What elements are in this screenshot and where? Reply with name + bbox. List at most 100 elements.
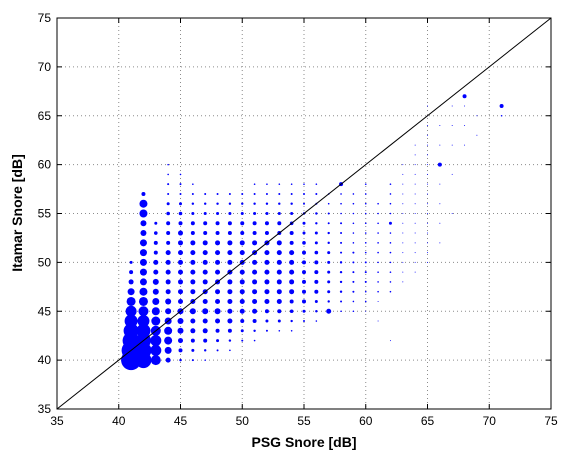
data-point xyxy=(327,270,331,274)
data-point xyxy=(265,192,268,195)
data-point xyxy=(264,259,270,265)
data-point xyxy=(139,199,148,208)
y-tick-label: 70 xyxy=(38,60,52,74)
data-point xyxy=(276,240,282,246)
data-point xyxy=(289,250,295,256)
data-point xyxy=(264,231,269,236)
data-point xyxy=(215,318,221,324)
data-point xyxy=(402,193,404,195)
data-point xyxy=(327,222,330,225)
data-point xyxy=(227,298,233,304)
data-point xyxy=(402,173,404,175)
data-point xyxy=(340,251,343,254)
data-point xyxy=(138,296,148,306)
data-point xyxy=(215,298,221,304)
data-point xyxy=(464,125,466,127)
data-point xyxy=(128,279,134,285)
data-point xyxy=(352,202,355,205)
data-point xyxy=(352,300,355,303)
data-point xyxy=(289,269,295,275)
data-point xyxy=(315,310,318,313)
data-point xyxy=(377,222,379,225)
data-point xyxy=(179,192,182,195)
data-point xyxy=(364,202,367,205)
data-point xyxy=(253,339,256,342)
data-point xyxy=(202,318,208,324)
data-point xyxy=(264,250,270,256)
data-point xyxy=(178,221,183,226)
data-point xyxy=(154,231,158,235)
data-point xyxy=(152,288,159,295)
data-point xyxy=(289,240,294,245)
data-point xyxy=(265,319,269,323)
data-point xyxy=(178,259,183,265)
data-point xyxy=(377,290,379,293)
data-point xyxy=(500,114,503,117)
data-point xyxy=(167,173,169,176)
data-point xyxy=(377,242,379,244)
data-point xyxy=(152,297,160,305)
data-point xyxy=(389,242,392,244)
data-point xyxy=(451,125,453,127)
data-point xyxy=(427,125,428,127)
data-point xyxy=(302,250,306,255)
data-point xyxy=(364,251,367,254)
data-point xyxy=(414,213,416,214)
data-point xyxy=(252,279,258,285)
data-point xyxy=(153,250,158,255)
data-point xyxy=(377,212,379,215)
data-point xyxy=(179,202,182,206)
data-point xyxy=(138,306,149,317)
data-point xyxy=(352,261,355,264)
data-point xyxy=(178,211,183,216)
data-point xyxy=(228,212,232,215)
data-point xyxy=(190,318,196,324)
data-point xyxy=(214,308,221,315)
data-point xyxy=(402,271,404,273)
data-point xyxy=(327,212,330,215)
data-point xyxy=(402,222,404,224)
data-point xyxy=(427,173,428,175)
data-point xyxy=(227,318,233,324)
data-point xyxy=(190,250,196,256)
data-point xyxy=(202,308,209,315)
data-point xyxy=(339,270,343,274)
data-point xyxy=(124,314,138,328)
data-point xyxy=(427,183,428,185)
data-point xyxy=(364,300,367,303)
data-point xyxy=(166,202,170,206)
data-point xyxy=(165,308,172,315)
data-point xyxy=(314,299,318,303)
data-point xyxy=(140,230,147,237)
data-point xyxy=(427,252,428,254)
data-point xyxy=(228,339,232,342)
data-point xyxy=(216,339,220,343)
data-point xyxy=(240,329,244,333)
data-point xyxy=(215,259,221,265)
data-point xyxy=(125,305,137,317)
x-tick-label: 65 xyxy=(421,414,435,428)
data-point xyxy=(139,209,148,218)
data-point xyxy=(326,308,332,314)
data-point xyxy=(123,323,139,339)
data-point xyxy=(402,203,404,205)
data-point xyxy=(339,261,343,264)
data-point xyxy=(191,192,194,195)
data-point xyxy=(178,338,183,344)
x-axis-title: PSG Snore [dB] xyxy=(251,434,356,450)
data-point xyxy=(277,309,282,314)
data-point xyxy=(240,221,245,226)
data-point xyxy=(191,202,195,205)
data-point xyxy=(239,279,245,285)
data-point xyxy=(290,330,293,332)
data-point xyxy=(216,192,219,195)
data-point xyxy=(215,289,221,295)
data-point xyxy=(227,279,233,285)
data-point xyxy=(414,242,416,244)
data-point xyxy=(365,310,367,312)
data-point xyxy=(327,300,330,303)
data-point xyxy=(203,221,208,226)
data-point xyxy=(315,222,318,225)
data-point xyxy=(204,349,207,352)
data-point xyxy=(202,328,208,334)
